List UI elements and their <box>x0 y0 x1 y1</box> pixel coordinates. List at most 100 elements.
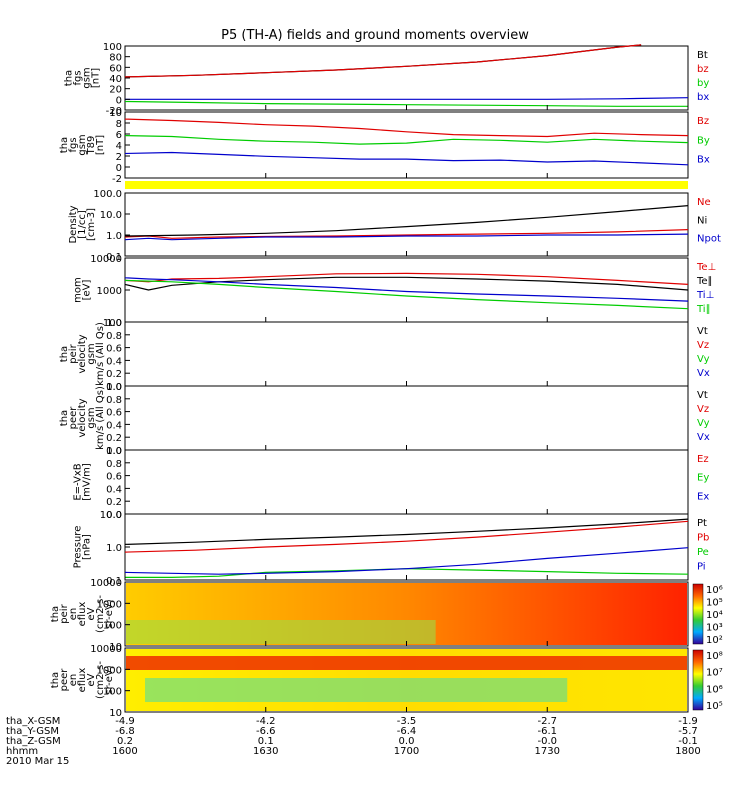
p7-ytick-label: 0.0 <box>106 510 122 521</box>
p8-ylabel-line: [nPa] <box>82 534 93 560</box>
p1-ytick-label: 60 <box>109 63 122 74</box>
ephemeris-value: -3.5 <box>397 716 417 727</box>
p2-ylabel-line: T89 <box>86 136 97 156</box>
page-title: P5 (TH-A) fields and ground moments over… <box>221 28 529 43</box>
p7-ylabel-line: E=-VxB <box>73 463 84 500</box>
p2-ylabel-line: gsm <box>77 134 88 155</box>
p9-colorbar-label: 10⁵ <box>706 598 723 609</box>
p8-legend-entry: Pi <box>697 562 706 573</box>
p1-ytick-label: 80 <box>109 53 122 64</box>
p6-ytick-label: 0.0 <box>106 446 122 457</box>
p7-ytick-label: 0.2 <box>106 497 122 508</box>
p5-ytick-label: 0.8 <box>106 331 122 342</box>
ephemeris-value: -6.8 <box>115 726 135 737</box>
p10-colorbar-label: 10⁵ <box>706 701 723 712</box>
p9-ylabel-line: eflux <box>77 602 88 627</box>
p1-series-1 <box>124 44 642 78</box>
p6-ytick-label: 0.8 <box>106 395 122 406</box>
p6-legend-entry: Vz <box>697 404 709 415</box>
p5-ytick-label: 1.0 <box>106 318 122 329</box>
p9-ylabel-line: peir <box>59 603 70 623</box>
p9-ylabel-line: sr-eV) <box>104 599 115 628</box>
p6-ylabel-line: gsm <box>86 407 97 428</box>
p9-colorbar-label: 10³ <box>706 623 723 634</box>
p1-ytick-label: 0 <box>116 95 122 106</box>
ephemeris-row-label: tha_Z-GSM <box>6 736 61 747</box>
p10-ytick-label: 1000 <box>97 665 122 676</box>
p8-legend-entry: Pb <box>697 533 709 544</box>
p1-ylabel-line: tha <box>64 70 75 86</box>
p3-legend-entry: Ni <box>697 215 707 226</box>
p2-ylabel-line: tha <box>59 137 70 153</box>
p5-legend-entry: Vx <box>697 368 710 379</box>
p2-legend-entry: Bz <box>697 116 709 127</box>
p8-series-3 <box>124 547 689 575</box>
p9-ytick-label: 1000 <box>97 599 122 610</box>
p3-series-0 <box>124 229 689 239</box>
p2-series-2 <box>124 151 689 166</box>
p3-legend-entry: Ne <box>697 197 711 208</box>
p10-ylabel-line: peer <box>59 668 70 692</box>
p4-series-2 <box>124 277 689 302</box>
p9-colorbar-label: 10⁴ <box>706 610 723 621</box>
ephemeris-value: -6.4 <box>397 726 417 737</box>
p2-frame <box>124 111 689 179</box>
p3-legend-entry: Npot <box>697 234 721 245</box>
p2-ytick-label: 6 <box>116 130 122 141</box>
ephemeris-value: 0.0 <box>399 736 415 747</box>
p10-colorbar-label: 10⁷ <box>706 668 723 679</box>
p10-ylabel-line: (cm2-s- <box>95 661 106 699</box>
p5-legend-entry: Vz <box>697 340 709 351</box>
p1-legend-entry: bz <box>697 64 709 75</box>
p5-frame <box>124 321 689 387</box>
ephemeris-value: -1.9 <box>678 716 698 727</box>
p6-ytick-label: 0.6 <box>106 408 122 419</box>
p7-ylabel-line: [mV/m] <box>82 463 93 501</box>
p6-ytick-label: 1.0 <box>106 382 122 393</box>
p6-ylabel-line: tha <box>59 410 70 426</box>
p10-ylabel-line: eV <box>86 673 97 686</box>
p7-ytick-label: 0.4 <box>106 484 122 495</box>
p8-ytick-label: 10.0 <box>100 510 122 521</box>
p1-ylabel-line: gsm <box>82 67 93 88</box>
p6-legend-entry: Vy <box>697 418 710 429</box>
p10-colorbar <box>692 649 704 711</box>
p2-ytick-label: 4 <box>116 141 122 152</box>
p9-ytick-label: 10000 <box>90 578 122 589</box>
p8-frame <box>124 513 689 581</box>
p4-legend-entry: Ti∥ <box>696 304 711 315</box>
ephemeris-row-label: tha_X-GSM <box>6 716 60 727</box>
ephemeris-value: 0.1 <box>258 736 274 747</box>
p1-series-3 <box>125 97 689 100</box>
p5-ytick-label: 0.4 <box>106 356 122 367</box>
p10-ylabel-line: en <box>68 674 79 687</box>
p5-ylabel-line: tha <box>59 346 70 362</box>
p3-ytick-label: 100.0 <box>93 189 122 200</box>
p2-series-1 <box>124 135 689 145</box>
p5-ylabel-line: km/s (All Qs) <box>95 322 106 386</box>
separator-bar <box>125 181 688 189</box>
p4-ylabel-line: [eV] <box>82 280 93 301</box>
p3-ylabel-line: [1/cc] <box>77 210 88 239</box>
p5-ytick-label: 0.6 <box>106 344 122 355</box>
p2-ytick-label: 10 <box>109 108 122 119</box>
p4-legend-entry: Ti⊥ <box>696 290 714 301</box>
p1-series-2 <box>124 100 688 107</box>
p5-legend-entry: Vy <box>697 354 710 365</box>
p6-frame <box>124 385 689 451</box>
p9-ylabel-line: (cm2-s- <box>95 595 106 633</box>
p4-ylabel-line: mom <box>73 277 84 303</box>
p6-legend-entry: Vx <box>697 432 710 443</box>
p2-ytick-label: 8 <box>116 119 122 130</box>
p6-ylabel-line: velocity <box>77 398 88 437</box>
p4-legend-entry: Te⊥ <box>696 262 716 273</box>
p8-ytick-label: 1.0 <box>106 543 122 554</box>
ephemeris-value: -4.9 <box>115 716 135 727</box>
p1-legend-entry: by <box>697 78 709 89</box>
p3-ytick-label: 10.0 <box>100 210 122 221</box>
p9-ylabel-line: tha <box>50 606 61 622</box>
ephemeris-value: 1630 <box>253 746 278 757</box>
p5-ylabel-line: gsm <box>86 343 97 364</box>
p8-ytick-label: 0.1 <box>106 576 122 587</box>
